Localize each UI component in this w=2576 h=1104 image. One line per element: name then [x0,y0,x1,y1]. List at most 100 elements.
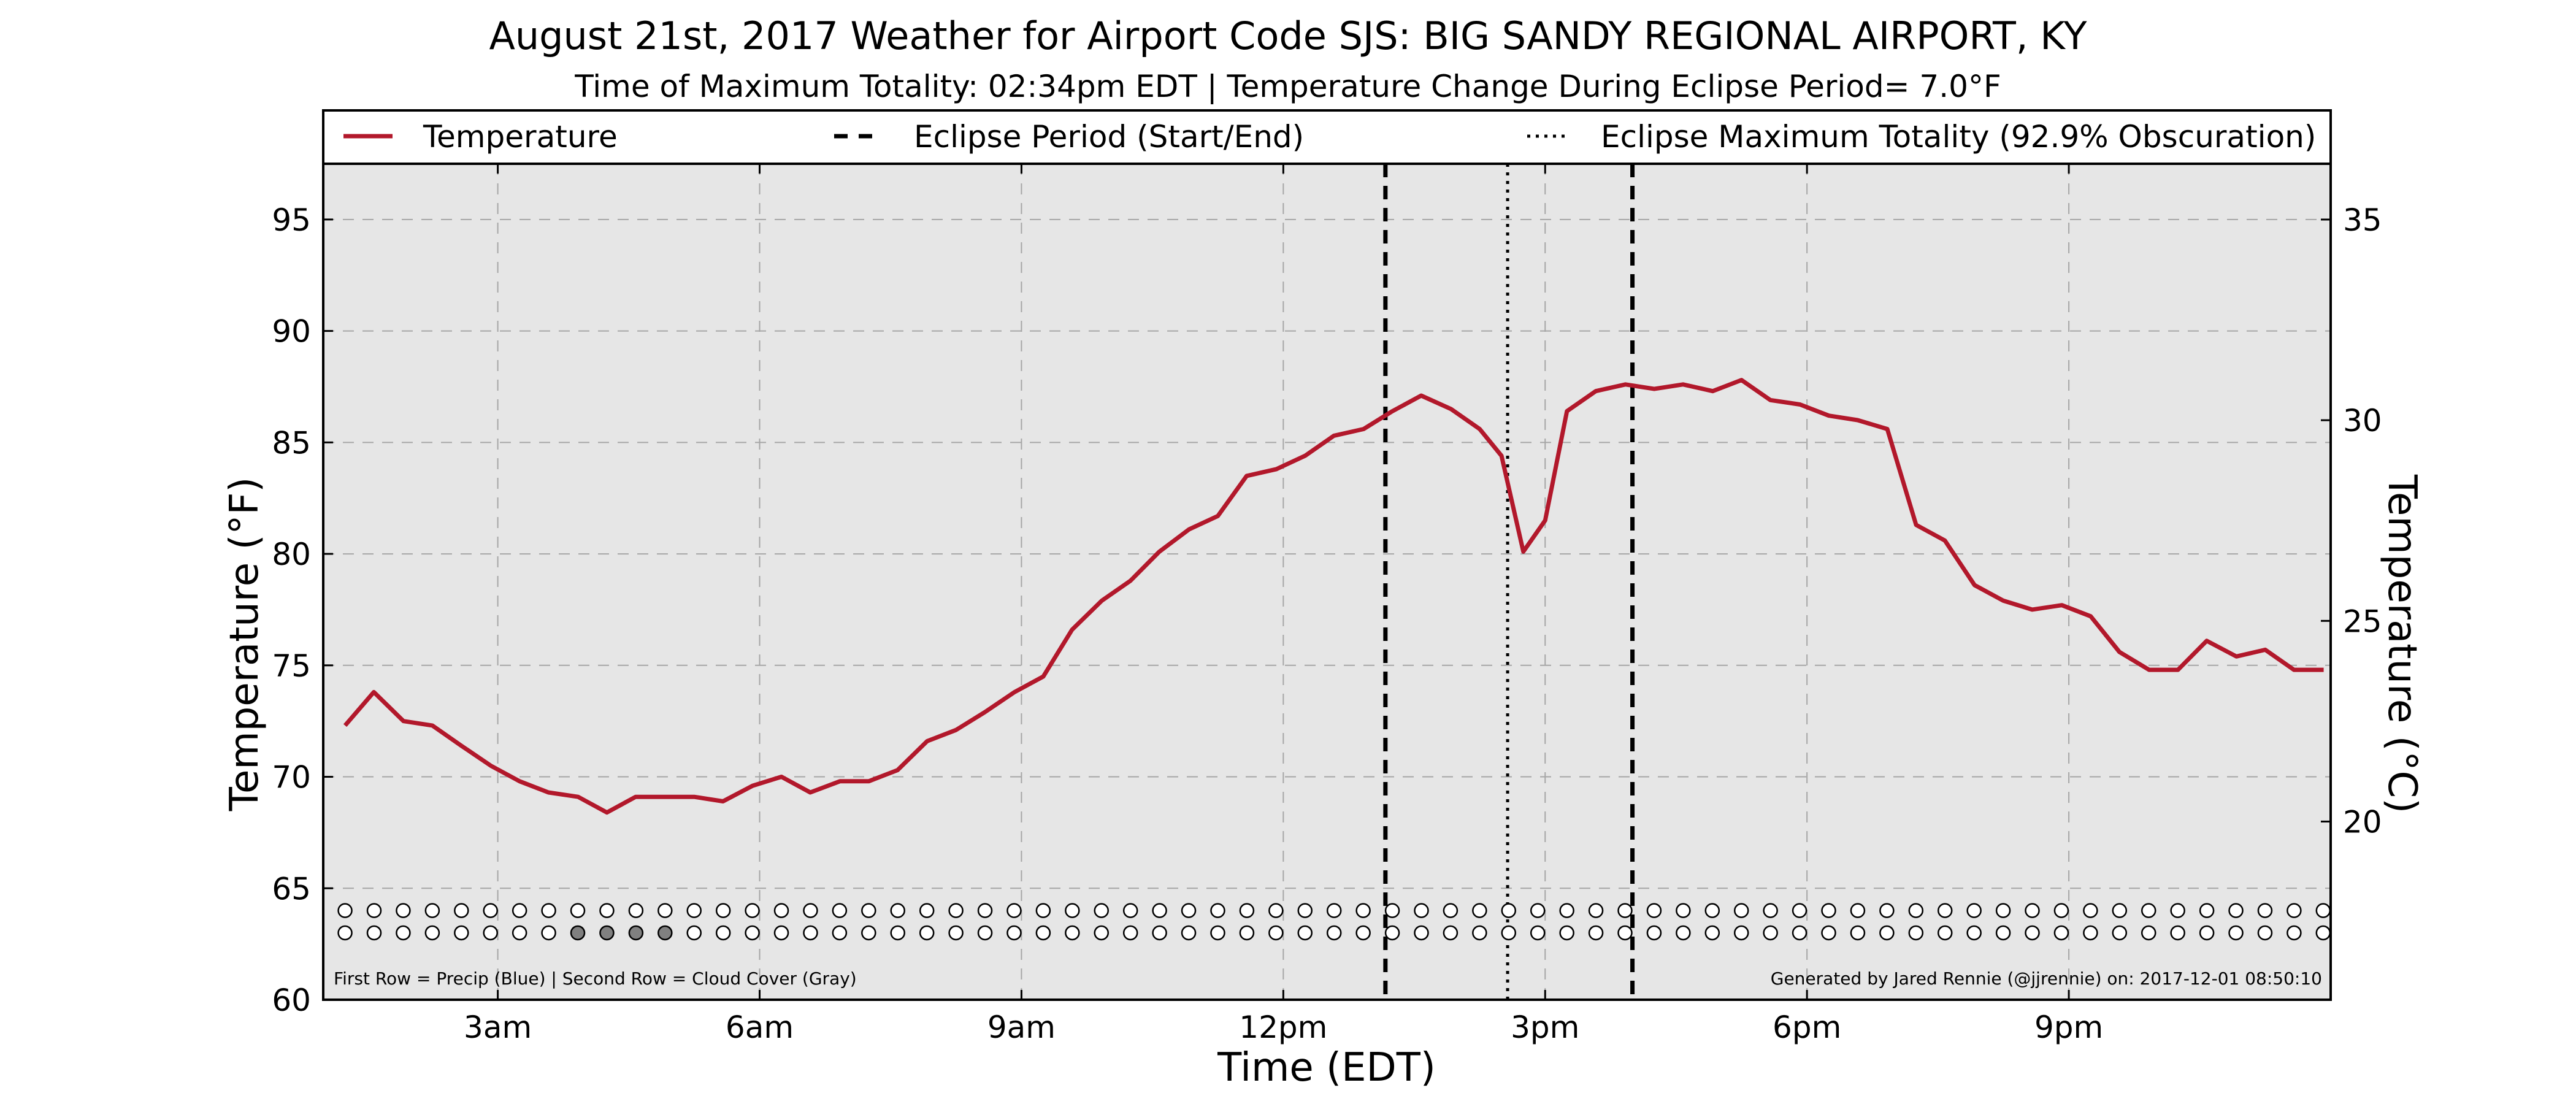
legend-box [322,109,2332,165]
cloud-dot [1530,925,1546,941]
precip-dot [366,903,382,918]
y-axis-label-right: Temperature (°C) [2379,474,2425,813]
cloud-dot [1821,925,1836,941]
cloud-dot [366,925,382,941]
cloud-dot [1443,925,1459,941]
precip-dot [1065,903,1080,918]
precip-dot [337,903,353,918]
precip-dot [1792,903,1807,918]
precip-dot [803,903,818,918]
cloud-dot [1879,925,1895,941]
cloud-dot [1268,925,1284,941]
cloud-dot [861,925,876,941]
temperature-series [343,378,2324,815]
cloud-dot [1995,925,2011,941]
footnote-right: Generated by Jared Rennie (@jjrennie) on… [1771,968,2322,989]
precip-dot [541,903,556,918]
precip-dot [1821,903,1836,918]
precip-dot [1588,903,1604,918]
precip-dot [599,903,615,918]
precip-dot [2199,903,2215,918]
precip-dot [1472,903,1487,918]
cloud-dot [1239,925,1255,941]
precip-dot [977,903,993,918]
cloud-dot [2053,925,2069,941]
precip-dot [1995,903,2011,918]
legend-label-eclipse-max: Eclipse Maximum Totality (92.9% Obscurat… [1601,119,2316,155]
precip-dot [832,903,848,918]
y-tick-label-right: 30 [2343,403,2382,439]
precip-dot [1879,903,1895,918]
cloud-dot [1326,925,1342,941]
cloud-dot [541,925,556,941]
precip-dot [1297,903,1313,918]
cloud-dot [2257,925,2273,941]
cloud-dot [773,925,789,941]
precip-dot [570,903,586,918]
cloud-dot [1472,925,1487,941]
cloud-dot [1210,925,1225,941]
x-tick-label: 9am [987,1010,1056,1045]
cloud-dot [1733,925,1749,941]
cloud-dot [512,925,527,941]
cloud-dot [2228,925,2244,941]
x-tick-label: 6pm [1773,1010,1841,1045]
precip-dot [2315,903,2331,918]
cloud-dot [1792,925,1807,941]
precip-dot [686,903,702,918]
cloud-dot [1094,925,1110,941]
cloud-dot [832,925,848,941]
cloud-dot [1937,925,1953,941]
cloud-dot [657,925,673,941]
cloud-dot [1704,925,1720,941]
precip-dot [628,903,644,918]
cloud-dot [396,925,411,941]
precip-dot [2025,903,2040,918]
cloud-dot [1006,925,1022,941]
cloud-dot [2287,925,2302,941]
y-tick-label: 75 [272,648,311,684]
precip-dot [2141,903,2156,918]
precip-dot [2083,903,2098,918]
precip-dot [1850,903,1866,918]
precip-dot [1268,903,1284,918]
cloud-dot [1676,925,1691,941]
precip-dot [512,903,527,918]
cloud-dot [2315,925,2331,941]
legend-label-temperature: Temperature [423,119,618,155]
x-tick-label: 9pm [2034,1010,2103,1045]
y-axis-ticks-left: 60 65 70 75 80 85 90 95 [272,202,333,1018]
cloud-dot [1181,925,1197,941]
precip-dot [1763,903,1778,918]
eclipse-lines [1383,164,1635,1000]
plot-area [323,164,2331,1000]
cloud-dot [919,925,935,941]
cloud-dot [628,925,644,941]
y-axis-label-left: Temperature (°F) [222,477,267,812]
precip-dot [2228,903,2244,918]
cloud-dot [1501,925,1517,941]
cloud-dot [977,925,993,941]
cloud-dot [1384,925,1400,941]
cloud-dot [2141,925,2156,941]
cloud-dot [1966,925,1982,941]
precip-dot [1035,903,1051,918]
precip-dot [1414,903,1429,918]
legend-label-eclipse-period: Eclipse Period (Start/End) [914,119,1304,155]
precip-dot [1966,903,1982,918]
cloud-dot [337,925,353,941]
legend: Temperature Eclipse Period (Start/End) E… [322,109,2332,165]
cloud-dot [803,925,818,941]
precip-dot [1122,903,1138,918]
footnote-left: First Row = Precip (Blue) | Second Row =… [334,968,857,989]
cloud-dot [599,925,615,941]
precip-dot [1676,903,1691,918]
precip-dot [715,903,731,918]
cloud-dot [2170,925,2185,941]
y-tick-label: 80 [272,537,311,572]
precip-dot [657,903,673,918]
cloud-dot [1763,925,1778,941]
cloud-dot [745,925,760,941]
y-tick-label-right: 20 [2343,804,2382,840]
cloud-dot [1152,925,1167,941]
